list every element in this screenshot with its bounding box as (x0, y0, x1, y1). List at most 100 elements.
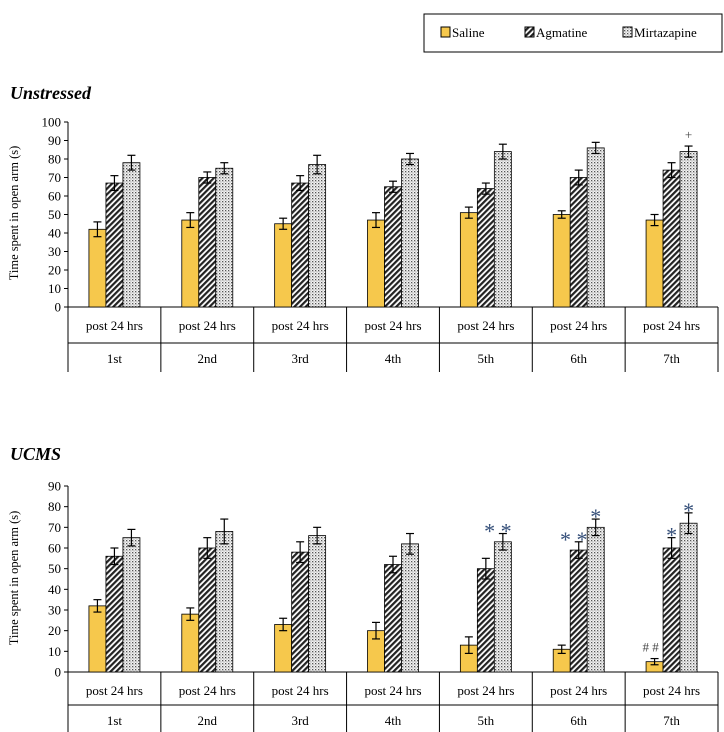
legend-swatch-agmatine (524, 26, 535, 38)
bar-mirtazapine (215, 167, 234, 308)
legend-label-mirtazapine: Mirtazapine (634, 25, 697, 40)
y-tick-label: 50 (48, 561, 61, 576)
significance-annotation: * (590, 504, 601, 529)
category-label: post 24 hrs (550, 318, 607, 333)
bar-agmatine (291, 182, 310, 308)
y-tick-label: 60 (48, 189, 61, 204)
y-tick-label: 80 (48, 152, 61, 167)
group-label: 5th (478, 351, 495, 366)
significance-annotation: # # (642, 640, 659, 655)
legend: Saline Agmatine Mirtazapine (423, 13, 723, 53)
bar-saline (459, 212, 478, 308)
y-tick-label: 80 (48, 499, 61, 514)
category-label: post 24 hrs (457, 318, 514, 333)
significance-annotation: * (683, 498, 694, 523)
category-label: post 24 hrs (364, 318, 421, 333)
group-label: 3rd (291, 351, 309, 366)
y-tick-label: 70 (48, 520, 61, 535)
category-label: post 24 hrs (364, 683, 421, 698)
bar-agmatine (569, 177, 588, 308)
bar-agmatine (105, 555, 124, 673)
category-label: post 24 hrs (86, 683, 143, 698)
bar-saline (552, 214, 571, 308)
bar-mirtazapine (215, 531, 234, 673)
category-label: post 24 hrs (272, 318, 329, 333)
significance-annotation: + (685, 127, 692, 142)
y-tick-label: 40 (48, 582, 61, 597)
category-label: post 24 hrs (179, 683, 236, 698)
bar-agmatine (662, 169, 681, 308)
bar-agmatine (198, 177, 217, 308)
group-label: 1st (107, 713, 123, 728)
y-tick-label: 60 (48, 541, 61, 556)
bar-mirtazapine (308, 164, 327, 308)
legend-swatch-mirtazapine (622, 26, 633, 38)
y-tick-label: 10 (48, 644, 61, 659)
y-axis-title-ucms: Time spent in open arm (s) (7, 511, 21, 646)
bar-mirtazapine (679, 522, 698, 673)
bar-agmatine (291, 551, 310, 673)
category-label: post 24 hrs (643, 683, 700, 698)
bar-agmatine (198, 547, 217, 673)
y-tick-label: 20 (48, 263, 61, 278)
bar-mirtazapine (586, 526, 605, 673)
bar-mirtazapine (122, 537, 141, 673)
significance-annotation: * * (484, 519, 512, 544)
legend-label-agmatine: Agmatine (536, 25, 587, 40)
bar-saline (274, 624, 293, 673)
bar-agmatine (476, 568, 495, 673)
bar-mirtazapine (493, 541, 512, 673)
bar-saline (181, 219, 200, 308)
bar-mirtazapine (493, 151, 512, 308)
bar-mirtazapine (586, 147, 605, 308)
y-tick-label: 0 (55, 665, 62, 680)
category-label: post 24 hrs (179, 318, 236, 333)
chart-ucms: 0 10 20 30 40 50 60 70 80 90 post 24 hrs 1st post 24… (48, 479, 719, 732)
bar-mirtazapine (679, 151, 698, 308)
group-label: 7th (663, 713, 680, 728)
y-tick-label: 90 (48, 479, 61, 494)
bar-saline (274, 223, 293, 308)
legend-frame (423, 13, 723, 53)
category-label: post 24 hrs (550, 683, 607, 698)
group-label: 3rd (291, 713, 309, 728)
significance-annotation: * * (560, 527, 588, 552)
group-label: 1st (107, 351, 123, 366)
chart-unstressed: 0 10 20 30 40 50 60 70 80 90 100 post 24 hrs 1st post… (42, 115, 719, 372)
legend-swatch-saline (440, 26, 451, 38)
category-label: post 24 hrs (86, 318, 143, 333)
bar-agmatine (476, 188, 495, 308)
bar-mirtazapine (401, 543, 419, 673)
bar-agmatine (569, 549, 588, 673)
group-label: 6th (570, 351, 587, 366)
y-tick-label: 0 (55, 300, 62, 315)
bar-saline (181, 613, 200, 673)
y-tick-label: 70 (48, 170, 61, 185)
group-label: 2nd (198, 351, 218, 366)
bar-saline (367, 219, 385, 308)
significance-annotation: * (666, 523, 677, 548)
bar-saline (88, 605, 107, 673)
y-tick-label: 30 (48, 244, 61, 259)
category-label: post 24 hrs (643, 318, 700, 333)
group-label: 2nd (198, 713, 218, 728)
y-axis-title-unstressed: Time spent in open arm (s) (7, 146, 21, 281)
y-tick-label: 30 (48, 603, 61, 618)
y-tick-label: 100 (42, 115, 62, 130)
group-label: 5th (478, 713, 495, 728)
legend-label-saline: Saline (452, 25, 485, 40)
y-tick-label: 90 (48, 133, 61, 148)
category-label: post 24 hrs (457, 683, 514, 698)
panel-title-ucms: UCMS (10, 444, 61, 464)
bar-agmatine (384, 564, 402, 673)
bar-saline (645, 219, 664, 308)
panel-title-unstressed: Unstressed (10, 83, 92, 103)
group-label: 7th (663, 351, 680, 366)
bar-agmatine (662, 547, 681, 673)
bar-mirtazapine (122, 162, 141, 308)
y-tick-label: 20 (48, 623, 61, 638)
bar-agmatine (384, 186, 402, 308)
group-label: 4th (385, 713, 402, 728)
y-tick-label: 10 (48, 281, 61, 296)
